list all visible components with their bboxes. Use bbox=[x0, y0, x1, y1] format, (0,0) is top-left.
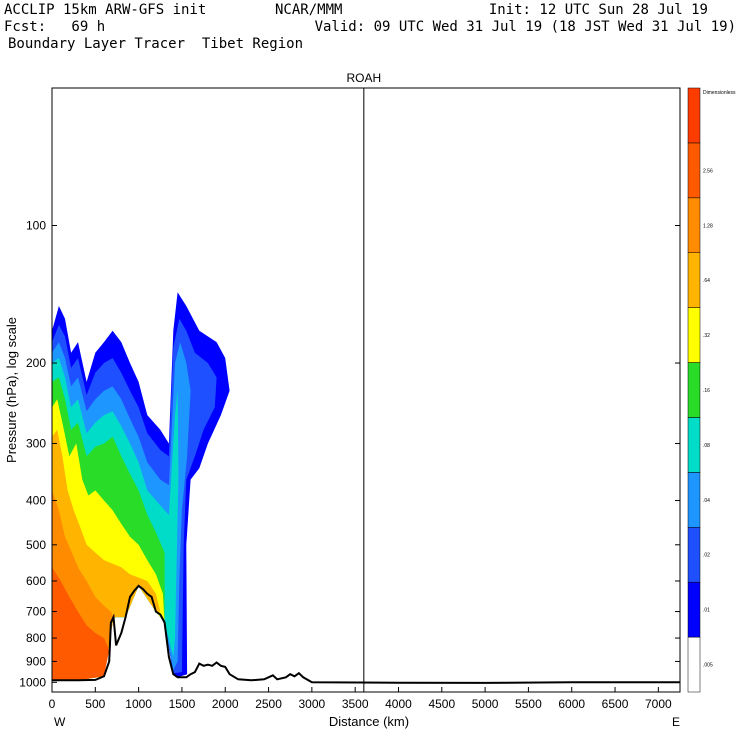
colorbar-swatch bbox=[687, 87, 701, 144]
y-tick-label: 700 bbox=[26, 605, 46, 619]
colorbar-label: .64 bbox=[703, 278, 710, 284]
plot-frame bbox=[51, 87, 681, 693]
east-label: E bbox=[672, 715, 680, 729]
colorbar-swatch bbox=[687, 636, 701, 693]
colorbar-swatch bbox=[687, 252, 701, 308]
y-tick-label: 100 bbox=[26, 219, 46, 233]
y-axis-label: Pressure (hPa), log scale bbox=[4, 317, 19, 463]
colorbar-label: 2.56 bbox=[703, 168, 713, 174]
y-tick-label: 300 bbox=[26, 436, 46, 450]
colorbar-swatch bbox=[687, 527, 701, 583]
colorbar-label: 1.28 bbox=[703, 223, 713, 229]
x-tick-label: 2000 bbox=[212, 697, 239, 711]
y-tick-label: 800 bbox=[26, 631, 46, 645]
colorbar-label: .005 bbox=[703, 663, 713, 669]
forecast-hour: Fcst: 69 h bbox=[4, 19, 106, 35]
colorbar-label: .08 bbox=[703, 443, 710, 449]
x-tick-label: 500 bbox=[85, 697, 105, 711]
colorbar-label: Dimensionless bbox=[703, 90, 736, 96]
y-tick-label: 500 bbox=[26, 538, 46, 552]
x-tick-label: 6000 bbox=[558, 697, 585, 711]
x-tick-label: 2500 bbox=[255, 697, 282, 711]
x-tick-label: 0 bbox=[49, 697, 56, 711]
x-tick-label: 1000 bbox=[125, 697, 152, 711]
x-tick-label: 7000 bbox=[645, 697, 672, 711]
x-tick-label: 1500 bbox=[169, 697, 196, 711]
colorbar-label: .01 bbox=[703, 608, 710, 614]
x-tick-label: 4500 bbox=[428, 697, 455, 711]
west-label: W bbox=[54, 715, 66, 729]
colorbar-swatch bbox=[687, 307, 701, 363]
colorbar-label: .16 bbox=[703, 388, 710, 394]
y-axis-ticks: 100 200 300 400 500 600 700 800 900 1000 bbox=[19, 219, 680, 689]
colorbar: .005 .01 .02 .04 .08 .16 .32 .64 1.28 2.56 Dimensi… bbox=[687, 87, 736, 693]
model-title: ACCLIP 15km ARW-GFS init bbox=[4, 2, 207, 18]
product-title: Boundary Layer Tracer Tibet Region bbox=[8, 36, 304, 52]
x-tick-label: 5500 bbox=[515, 697, 542, 711]
colorbar-swatch bbox=[687, 417, 701, 473]
x-tick-label: 3500 bbox=[342, 697, 369, 711]
colorbar-swatch bbox=[687, 472, 701, 528]
y-tick-label: 900 bbox=[26, 654, 46, 668]
org-label: NCAR/MMM bbox=[275, 2, 343, 18]
y-tick-label: 1000 bbox=[19, 675, 46, 689]
y-tick-label: 200 bbox=[26, 356, 46, 370]
colorbar-swatch bbox=[687, 197, 701, 253]
colorbar-label: .32 bbox=[703, 333, 710, 339]
x-axis-ticks: 0 500 1000 1500 2000 2500 3000 3500 4000 4500 5000… bbox=[49, 687, 672, 711]
colorbar-swatch bbox=[687, 142, 701, 199]
x-tick-label: 3000 bbox=[299, 697, 326, 711]
x-axis-label: Distance (km) bbox=[329, 714, 409, 729]
terrain-profile bbox=[52, 584, 680, 684]
colorbar-label: .04 bbox=[703, 498, 710, 504]
y-tick-label: 600 bbox=[26, 574, 46, 588]
x-tick-label: 4000 bbox=[385, 697, 412, 711]
chart-title: ROAH bbox=[346, 71, 381, 85]
valid-time: Valid: 09 UTC Wed 31 Jul 19 (18 JST Wed … bbox=[314, 19, 736, 35]
colorbar-label: .02 bbox=[703, 553, 710, 559]
x-tick-label: 5000 bbox=[472, 697, 499, 711]
colorbar-swatch bbox=[687, 581, 701, 638]
y-tick-label: 400 bbox=[26, 494, 46, 508]
tracer-plumes bbox=[52, 292, 230, 681]
terrain-line bbox=[52, 584, 680, 684]
plume-level-8 bbox=[52, 567, 110, 681]
x-tick-label: 6500 bbox=[602, 697, 629, 711]
init-time: Init: 12 UTC Sun 28 Jul 19 bbox=[488, 2, 708, 18]
colorbar-swatch bbox=[687, 362, 701, 418]
